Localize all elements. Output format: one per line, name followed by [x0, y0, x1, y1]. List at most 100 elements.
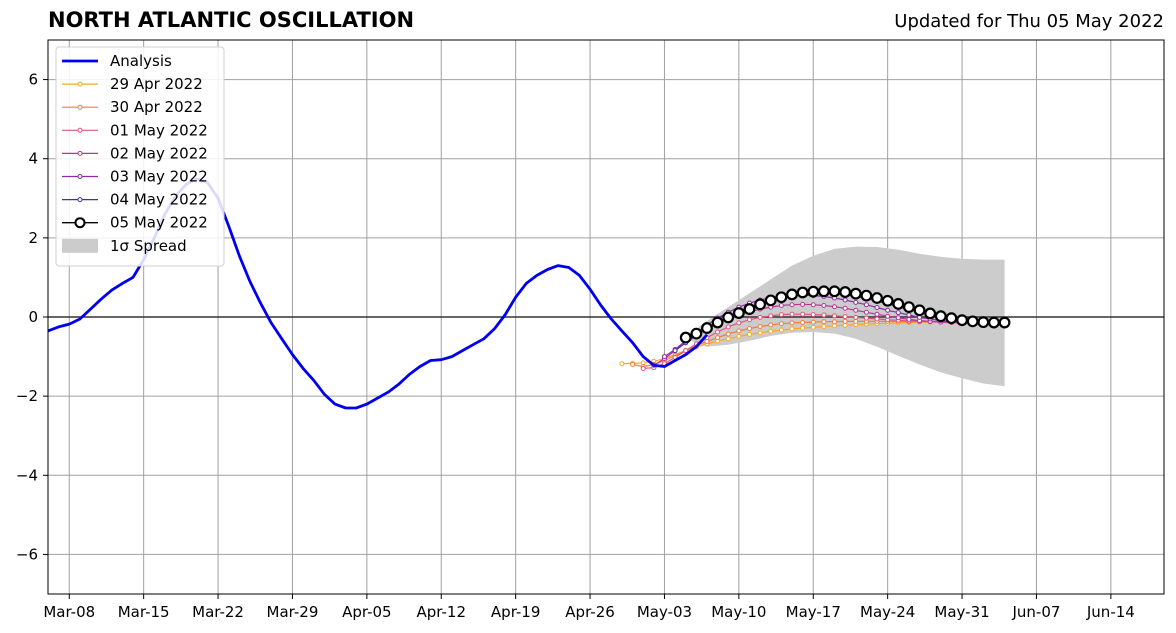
legend-label: 05 May 2022 — [110, 214, 208, 232]
forecast-point — [796, 286, 809, 299]
forecast-point — [715, 329, 721, 335]
forecast-point — [754, 298, 767, 311]
y-tick-label: 0 — [28, 308, 38, 326]
y-tick-label: 6 — [28, 71, 38, 89]
forecast-point — [913, 304, 926, 317]
legend-label: 30 Apr 2022 — [110, 98, 203, 116]
forecast-point — [828, 285, 841, 298]
x-tick-label: Mar-08 — [43, 603, 95, 621]
forecast-point — [842, 297, 848, 303]
forecast-point — [768, 313, 774, 319]
forecast-point — [775, 291, 788, 304]
x-axis-ticks: Mar-08 Mar-15 Mar-22 Mar-29 Apr-05 Apr-12 Apr-… — [43, 594, 1135, 621]
forecast-point — [860, 289, 873, 302]
forecast-point — [903, 301, 915, 314]
forecast-point — [842, 322, 848, 328]
forecast-point — [871, 292, 883, 304]
forecast-point — [764, 294, 777, 307]
forecast-point — [853, 314, 859, 320]
forecast-point — [956, 314, 968, 327]
legend-label: Analysis — [110, 52, 172, 70]
forecast-point — [810, 302, 816, 308]
forecast-point — [892, 298, 905, 310]
forecast-point — [800, 301, 806, 307]
legend-box — [55, 46, 225, 267]
forecast-point — [725, 324, 731, 330]
forecast-point — [672, 348, 678, 354]
x-tick-label: Mar-29 — [267, 603, 319, 621]
forecast-point — [906, 312, 912, 318]
forecast-point — [874, 311, 880, 317]
forecast-series — [619, 285, 1011, 371]
forecast-point — [789, 326, 795, 332]
forecast-point — [885, 313, 891, 319]
forecast-point — [725, 331, 731, 337]
forecast-point — [679, 331, 692, 344]
forecast-point — [736, 328, 742, 334]
forecast-point — [895, 310, 901, 316]
y-tick-label: −6 — [16, 545, 38, 563]
forecast-point — [934, 310, 947, 323]
forecast-point — [732, 307, 745, 319]
forecast-point — [874, 316, 880, 322]
forecast-point — [906, 316, 912, 322]
legend-marker — [77, 197, 83, 203]
forecast-point — [743, 303, 756, 315]
x-tick-label: Mar-15 — [118, 603, 170, 621]
forecast-point — [853, 318, 859, 324]
forecast-point — [746, 331, 752, 337]
forecast-point — [853, 307, 859, 313]
forecast-point — [619, 361, 625, 367]
forecast-point — [630, 361, 636, 367]
forecast-point — [757, 314, 763, 320]
y-tick-label: −2 — [16, 387, 38, 405]
forecast-point — [778, 327, 784, 333]
x-tick-label: Jun-14 — [1086, 603, 1135, 621]
legend-label: 04 May 2022 — [110, 191, 208, 209]
forecast-point — [895, 315, 901, 321]
x-tick-label: May-31 — [934, 603, 989, 621]
y-tick-label: −4 — [16, 466, 38, 484]
forecast-point — [746, 325, 752, 331]
plot-frame — [47, 39, 1165, 595]
legend-marker — [77, 174, 83, 179]
forecast-point — [853, 299, 859, 305]
forecast-point — [832, 313, 838, 319]
x-tick-label: Apr-19 — [491, 603, 541, 621]
chart-title: NORTH ATLANTIC OSCILLATION — [48, 8, 415, 32]
legend-item: Analysis — [62, 52, 172, 70]
forecast-point — [863, 309, 869, 315]
legend-item: 29 Apr 2022 — [62, 75, 203, 93]
forecast-point — [832, 319, 838, 325]
forecast-point — [789, 302, 795, 308]
forecast-point — [874, 305, 880, 311]
forecast-point — [832, 323, 838, 329]
legend-marker — [77, 81, 83, 87]
legend: Analysis 29 Apr 2022 30 Apr 2022 01 May 202… — [55, 46, 225, 267]
forecast-point — [966, 315, 979, 328]
forecast-point — [998, 316, 1011, 329]
forecast-point — [800, 311, 806, 317]
forecast-point — [778, 321, 784, 327]
x-tick-label: May-17 — [786, 603, 841, 621]
legend-item: 01 May 2022 — [62, 121, 208, 139]
forecast-point — [832, 304, 838, 310]
forecast-point — [863, 302, 869, 308]
forecast-point — [839, 286, 852, 298]
forecast-point — [715, 335, 721, 341]
legend-swatch — [62, 238, 98, 253]
forecast-point — [924, 307, 937, 320]
forecast-point — [821, 323, 827, 329]
forecast-point — [988, 316, 1000, 329]
legend-label: 1σ Spread — [110, 237, 187, 255]
legend-label: 01 May 2022 — [110, 121, 208, 139]
forecast-point — [817, 285, 830, 298]
forecast-point — [810, 312, 816, 318]
y-tick-label: 2 — [28, 229, 38, 247]
legend-item: 1σ Spread — [62, 237, 187, 255]
x-tick-label: Apr-26 — [565, 603, 615, 621]
forecast-point — [881, 294, 894, 307]
forecast-point — [683, 348, 689, 354]
forecast-point — [640, 365, 646, 371]
